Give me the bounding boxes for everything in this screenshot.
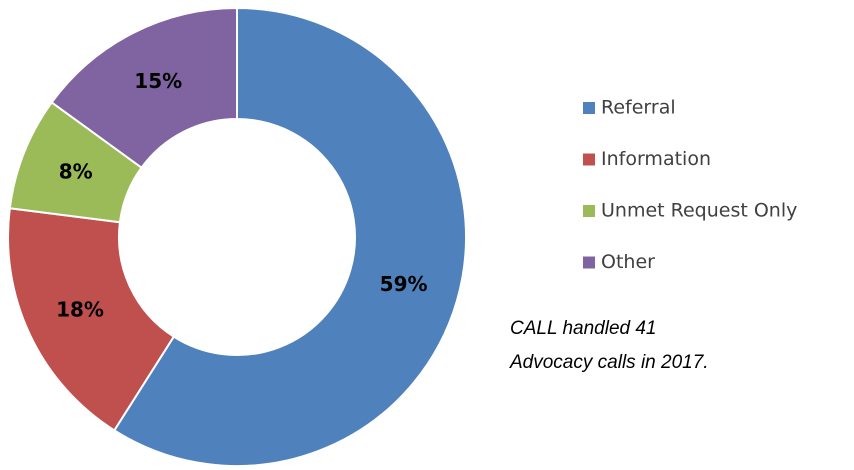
- data-label: 15%: [134, 69, 182, 93]
- legend-swatch: [583, 102, 595, 114]
- data-label: 18%: [56, 297, 104, 321]
- annotation: CALL handled 41 Advocacy calls in 2017.: [510, 318, 709, 373]
- slice: [50, 6, 238, 170]
- legend-label: Referral: [601, 97, 676, 119]
- data-label: 59%: [380, 272, 428, 296]
- legend-swatch: [583, 256, 595, 269]
- data-label: 8%: [59, 160, 93, 184]
- legend-swatch: [583, 153, 595, 166]
- legend-swatch: [583, 205, 595, 217]
- slice: [112, 6, 467, 467]
- slice: [7, 207, 176, 432]
- legend-label: Information: [601, 148, 711, 170]
- legend-label: Other: [601, 251, 655, 273]
- legend-label: Unmet Request Only: [601, 200, 797, 222]
